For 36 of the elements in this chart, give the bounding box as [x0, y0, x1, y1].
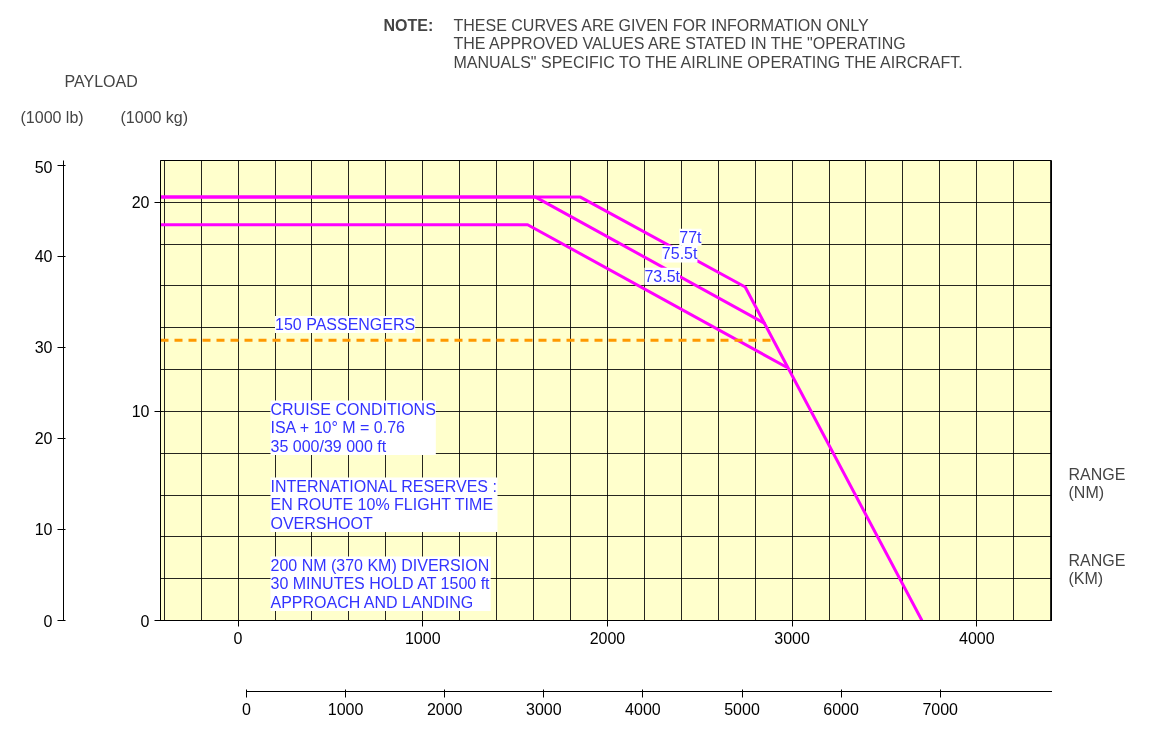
- x2-tick-label: 1000: [327, 700, 364, 718]
- series-label: 77t: [679, 228, 703, 246]
- y2-tick-label: 50: [34, 158, 53, 176]
- y-axis-title: (1000 kg): [120, 108, 189, 126]
- x2-tick-label: 0: [242, 700, 252, 718]
- series-label: 73.5t: [644, 267, 681, 285]
- x2-tick-label: 4000: [625, 700, 661, 718]
- series-label: 150 PASSENGERS: [275, 316, 416, 333]
- series-label: 75.5t: [661, 245, 698, 263]
- x-tick-label: 4000: [958, 629, 995, 647]
- y-tick-label: 10: [131, 403, 150, 421]
- x-axis-title: RANGE (NM): [1068, 465, 1126, 502]
- x2-tick-label: 5000: [724, 700, 760, 718]
- annotation: CRUISE CONDITIONS ISA + 10° M = 0.76 35 000/39 000 ft: [270, 400, 436, 455]
- x2-tick-label: 6000: [823, 700, 860, 718]
- y2-tick-label: 10: [34, 521, 53, 539]
- y2-axis-title: (1000 lb): [20, 108, 84, 126]
- text: NOTE:: [383, 16, 434, 34]
- x-tick-label: 1000: [404, 629, 441, 647]
- x-tick-label: 3000: [774, 629, 810, 647]
- y2-tick-label: 40: [34, 248, 53, 266]
- y2-tick-label: 20: [34, 430, 53, 448]
- y2-tick-label: 0: [43, 612, 53, 630]
- annotation: INTERNATIONAL RESERVES : EN ROUTE 10% FLIGHT TIME OVERSHOOT: [270, 477, 497, 532]
- y-tick-label: 20: [131, 194, 150, 212]
- y2-tick-label: 30: [34, 339, 53, 357]
- x2-tick-label: 3000: [526, 700, 562, 718]
- x2-tick-label: 7000: [922, 700, 959, 718]
- x2-axis-title: RANGE (KM): [1068, 551, 1126, 588]
- text: THESE CURVES ARE GIVEN FOR INFORMATION ONLY THE APPROVED VALUES ARE STATED IN THE "OPERATING MANUALS" SPECIFIC TO THE AIRLINE OPERATING THE AIRCRAFT.: [453, 16, 963, 71]
- x-tick-label: 0: [233, 629, 243, 647]
- x-tick-label: 2000: [589, 629, 626, 647]
- annotation: 200 NM (370 KM) DIVERSION 30 MINUTES HOLD AT 1500 ft APPROACH AND LANDING: [270, 556, 491, 611]
- y-tick-label: 0: [140, 612, 150, 630]
- x2-tick-label: 2000: [426, 700, 463, 718]
- text: PAYLOAD: [64, 72, 138, 90]
